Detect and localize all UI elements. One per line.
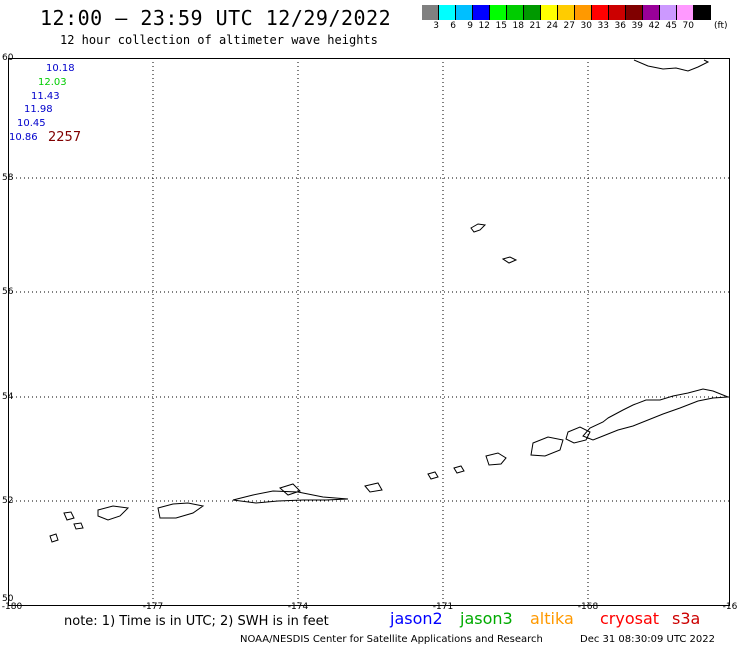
scale-label: 36 [614,21,626,31]
wave-height-reading: 11.98 [24,104,53,115]
scale-swatch [524,5,541,20]
scale-swatch [575,5,592,20]
wave-height-reading: 10.45 [17,118,46,129]
satellite-legend-jason2: jason2 [390,609,443,628]
wave-height-reading: 10.18 [46,63,75,74]
lon-label: -171 [432,602,454,612]
units-note: note: 1) Time is in UTC; 2) SWH is in fe… [64,614,329,629]
island-outline [63,511,75,521]
island-outline [530,436,564,457]
lat-label: 50 [2,594,14,604]
lat-label: 58 [2,173,14,183]
lon-label: -16 [722,602,738,612]
lat-label: 60 [2,53,14,63]
scale-label: 70 [682,21,694,31]
map-frame [8,58,730,606]
lon-label: -174 [287,602,309,612]
coastline [49,59,729,543]
map-canvas [8,58,730,606]
scale-label: 33 [597,21,609,31]
wave-height-reading: 10.86 [9,132,38,143]
scale-label: 12 [478,21,490,31]
scale-label: 27 [563,21,575,31]
scale-label: 45 [665,21,677,31]
lat-label: 56 [2,287,14,297]
scale-swatch [439,5,456,20]
color-scale [422,5,711,20]
lat-label: 52 [2,496,14,506]
satellite-legend-s3a: s3a [672,609,701,628]
lat-label: 54 [2,392,14,402]
scale-label: 21 [529,21,541,31]
island-outline [278,483,301,496]
island-outline [73,522,84,530]
island-outline [49,533,59,543]
satellite-legend-jason3: jason3 [460,609,513,628]
credit-line: NOAA/NESDIS Center for Satellite Applica… [240,634,543,645]
scale-swatch [456,5,473,20]
scale-swatch [558,5,575,20]
graticule [8,58,730,606]
scale-swatch [626,5,643,20]
island-outline [427,471,439,480]
scale-labels: 3 6 9 12 15 18 21 24 27 30 33 36 39 42 4… [422,21,694,31]
scale-swatch [507,5,524,20]
scale-label: 18 [512,21,524,31]
scale-label: 24 [546,21,558,31]
island-outline [470,223,487,233]
scale-swatch [609,5,626,20]
island-outline [565,426,591,444]
scale-swatch [473,5,490,20]
island-outline [453,465,465,474]
scale-swatch [643,5,660,20]
scale-label: 42 [648,21,660,31]
lon-label: -180 [1,602,23,612]
lon-label: -168 [577,602,599,612]
scale-swatch [677,5,694,20]
satellite-legend-altika: altika [530,609,574,628]
island-chain [232,490,349,504]
scale-swatch [660,5,677,20]
island-outline [485,452,507,466]
scale-label: 3 [433,21,439,31]
scale-swatch [541,5,558,20]
wave-height-reading: 12.03 [38,77,67,88]
pass-time-label: 2257 [48,130,82,145]
island-outline [97,505,130,521]
scale-label: 39 [631,21,643,31]
wave-height-reading: 11.43 [31,91,60,102]
scale-swatch [490,5,507,20]
scale-label: 30 [580,21,592,31]
peninsula-coast [582,388,729,441]
generated-timestamp: Dec 31 08:30:09 UTC 2022 [580,634,715,645]
lon-label: -177 [142,602,164,612]
satellite-legend-cryosat: cryosat [600,609,660,628]
map-title: 12:00 – 23:59 UTC 12/29/2022 [40,6,392,30]
scale-swatch [422,5,439,20]
scale-swatch [592,5,609,20]
scale-swatch [694,5,711,20]
island-outline [501,256,518,264]
scale-label: 9 [467,21,473,31]
scale-unit: (ft) [714,21,728,31]
scale-label: 6 [450,21,456,31]
mainland-coast [633,59,710,72]
scale-label: 15 [495,21,507,31]
map-subtitle: 12 hour collection of altimeter wave hei… [60,33,378,47]
island-outline [157,502,205,519]
island-outline [364,482,383,493]
